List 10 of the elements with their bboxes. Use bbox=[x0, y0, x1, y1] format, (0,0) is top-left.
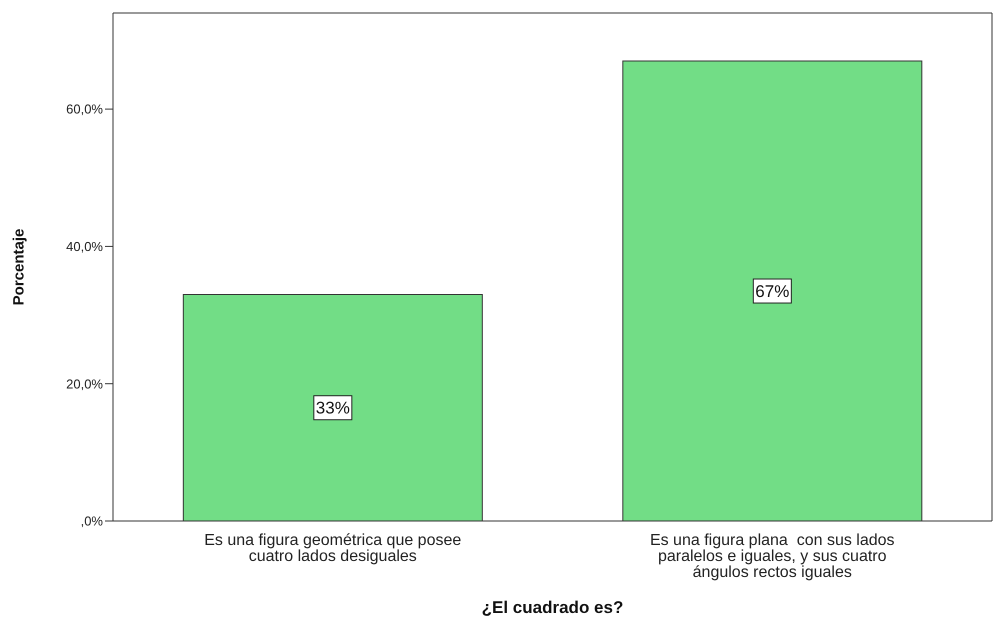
x-tick-label: Es una figura geométrica que posee cuatro lados desiguales bbox=[204, 532, 462, 565]
y-tick-label: ,0% bbox=[80, 514, 104, 529]
y-tick-label: 20,0% bbox=[66, 376, 104, 392]
x-tick-label: Es una figura plana con sus lados paralelos e iguales, y sus cuatro ángulos rectos iguales bbox=[650, 532, 895, 581]
y-tick-label: 60,0% bbox=[66, 102, 104, 117]
data-label: 67% bbox=[755, 282, 790, 302]
y-axis-title: Porcentaje bbox=[10, 228, 28, 306]
y-tick-label: 40,0% bbox=[66, 239, 104, 254]
data-label: 33% bbox=[316, 398, 350, 418]
x-axis-title: ¿El cuadrado es? bbox=[482, 598, 624, 617]
